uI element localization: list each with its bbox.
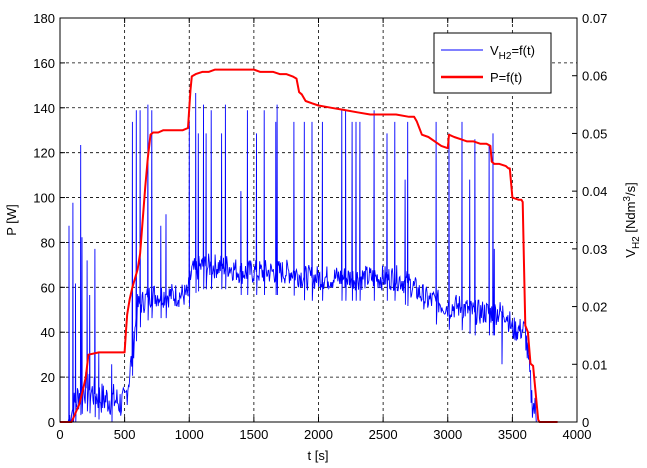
left-y-axis-label: P [W] <box>4 204 19 236</box>
legend: VH2=f(t) P=f(t) <box>433 32 552 94</box>
axis-ticks: 0 500 1000 1500 2000 2500 3000 3500 400002040608… <box>33 11 607 442</box>
legend-label-power: P=f(t) <box>490 70 522 85</box>
right-y-label-mid: [Ndm <box>623 202 638 237</box>
x-tick-label: 3000 <box>433 427 462 442</box>
x-axis-label: t [s] <box>308 448 329 463</box>
right-y-axis-label: VH2 [Ndm3/s] <box>622 182 642 257</box>
x-tick-label: 2500 <box>369 427 398 442</box>
y-right-tick-label: 0.01 <box>582 357 607 372</box>
x-tick-label: 500 <box>114 427 136 442</box>
x-tick-label: 1500 <box>239 427 268 442</box>
x-tick-label: 2000 <box>304 427 333 442</box>
right-y-label-prefix: V <box>623 249 638 258</box>
right-y-label-suffix: /s] <box>623 182 638 196</box>
y-right-tick-label: 0.02 <box>582 300 607 315</box>
legend-label-vh2-sub: H2 <box>499 51 512 62</box>
y-left-tick-label: 40 <box>41 325 55 340</box>
y-left-tick-label: 80 <box>41 235 55 250</box>
y-left-tick-label: 100 <box>33 191 55 206</box>
legend-box <box>433 32 552 94</box>
x-tick-label: 1000 <box>175 427 204 442</box>
y-left-tick-label: 140 <box>33 101 55 116</box>
y-left-tick-label: 20 <box>41 370 55 385</box>
y-right-tick-label: 0.06 <box>582 69 607 84</box>
y-right-tick-label: 0.07 <box>582 11 607 26</box>
y-right-tick-label: 0 <box>582 415 589 430</box>
right-y-label-sup: 3 <box>622 196 633 202</box>
series-line-power <box>60 68 558 423</box>
y-left-tick-label: 120 <box>33 146 55 161</box>
y-right-tick-label: 0.03 <box>582 242 607 257</box>
x-tick-label: 3500 <box>498 427 527 442</box>
right-y-label-sub: H2 <box>631 236 642 249</box>
y-left-tick-label: 180 <box>33 11 55 26</box>
x-tick-label: 0 <box>56 427 63 442</box>
legend-label-vh2-main: V <box>490 43 499 58</box>
x-tick-label: 4000 <box>563 427 592 442</box>
legend-label-power-main: P=f(t) <box>490 70 522 85</box>
y-left-tick-label: 160 <box>33 56 55 71</box>
y-left-tick-label: 0 <box>48 415 55 430</box>
y-right-tick-label: 0.05 <box>582 126 607 141</box>
data-series <box>60 68 558 423</box>
y-right-tick-label: 0.04 <box>582 184 607 199</box>
legend-label-vh2-tail: =f(t) <box>511 43 534 58</box>
y-left-tick-label: 60 <box>41 280 55 295</box>
legend-label-vh2: VH2=f(t) <box>490 43 535 62</box>
series-line-vh2 <box>60 92 558 423</box>
